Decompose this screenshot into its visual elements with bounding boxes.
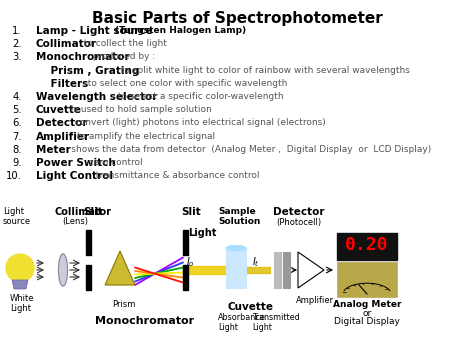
Text: :to split white light to color of rainbow with several wavelengths: :to split white light to color of rainbo… (115, 66, 410, 75)
Text: Light: Light (188, 228, 216, 238)
Text: White
Light: White Light (10, 294, 35, 313)
Text: to select a specific color-wavelength: to select a specific color-wavelength (115, 92, 284, 101)
Text: 0.20: 0.20 (345, 236, 389, 254)
Text: 2.: 2. (12, 39, 22, 49)
Text: Slit: Slit (181, 207, 201, 217)
Text: Cuvette: Cuvette (36, 105, 82, 115)
Text: Transmitted
Light: Transmitted Light (252, 313, 300, 332)
Text: produced by :: produced by : (90, 53, 155, 61)
Text: Amplifier: Amplifier (296, 296, 334, 305)
Text: or: or (363, 309, 372, 318)
Text: 1.: 1. (12, 26, 22, 36)
Text: Collimator: Collimator (36, 39, 97, 49)
Bar (283, 252, 290, 288)
Text: to amplify the electrical signal: to amplify the electrical signal (73, 132, 215, 141)
Polygon shape (12, 280, 28, 289)
Text: Prism: Prism (112, 300, 136, 309)
Polygon shape (298, 252, 324, 288)
Bar (274, 252, 281, 288)
Ellipse shape (58, 254, 67, 286)
Text: Detector: Detector (273, 207, 325, 217)
Text: Wavelength selector: Wavelength selector (36, 92, 157, 102)
Text: 4.: 4. (12, 92, 22, 102)
Text: Digital Display: Digital Display (334, 317, 400, 326)
Text: 10.: 10. (6, 171, 22, 181)
Text: Lamp - Light source: Lamp - Light source (36, 26, 153, 36)
Bar (183, 230, 188, 255)
Text: convert (light) photons into electrical signal (electrons): convert (light) photons into electrical … (69, 119, 326, 127)
Bar (226, 248, 246, 288)
Text: Amplifier: Amplifier (36, 132, 90, 142)
Bar (86, 265, 91, 290)
Text: zero control: zero control (86, 158, 143, 167)
Text: Collimator: Collimator (55, 207, 112, 217)
Text: Power Switch: Power Switch (36, 158, 116, 168)
Text: Slit: Slit (83, 207, 103, 217)
Text: 3.: 3. (12, 53, 22, 62)
Circle shape (6, 254, 34, 282)
Text: Absorbance
Light: Absorbance Light (218, 313, 266, 332)
Text: (Lens): (Lens) (62, 217, 88, 226)
Text: Filters: Filters (36, 79, 88, 89)
Bar (337, 233, 397, 260)
Text: 6.: 6. (12, 119, 22, 129)
Text: Cuvette: Cuvette (228, 302, 274, 312)
Bar (86, 230, 91, 255)
Text: to select one color with specific wavelength: to select one color with specific wavele… (82, 79, 287, 88)
Text: 5.: 5. (12, 105, 22, 115)
Text: Sample
Solution: Sample Solution (218, 207, 260, 226)
Text: transmittance & absorbance control: transmittance & absorbance control (90, 171, 260, 180)
Text: Light
source: Light source (3, 207, 31, 226)
Text: 8.: 8. (12, 145, 22, 155)
Text: $I_o$: $I_o$ (186, 255, 195, 269)
Text: Detector: Detector (36, 119, 88, 129)
Text: Prism , Grating: Prism , Grating (36, 66, 139, 76)
Text: (Photocell): (Photocell) (276, 218, 321, 227)
Bar (337, 262, 397, 297)
Polygon shape (105, 251, 135, 285)
Text: Analog Meter: Analog Meter (333, 300, 401, 309)
Text: 7.: 7. (12, 132, 22, 142)
Bar (183, 265, 188, 290)
Text: Light Control: Light Control (36, 171, 113, 181)
Text: Basic Parts of Spectrophotometer: Basic Parts of Spectrophotometer (91, 11, 383, 26)
Text: 9.: 9. (12, 158, 22, 168)
Text: Meter: Meter (36, 145, 71, 155)
Text: (Tungsten Halogen Lamp): (Tungsten Halogen Lamp) (115, 26, 246, 35)
Text: Is used to hold sample solution: Is used to hold sample solution (65, 105, 212, 114)
Text: to collect the light: to collect the light (78, 39, 167, 48)
Text: $I_t$: $I_t$ (252, 255, 260, 269)
Text: shows the data from detector  (Analog Meter ,  Digital Display  or  LCD Display): shows the data from detector (Analog Met… (57, 145, 431, 154)
Text: Monochromator: Monochromator (36, 53, 129, 62)
Text: Monochromator: Monochromator (95, 316, 194, 326)
Ellipse shape (226, 246, 246, 251)
